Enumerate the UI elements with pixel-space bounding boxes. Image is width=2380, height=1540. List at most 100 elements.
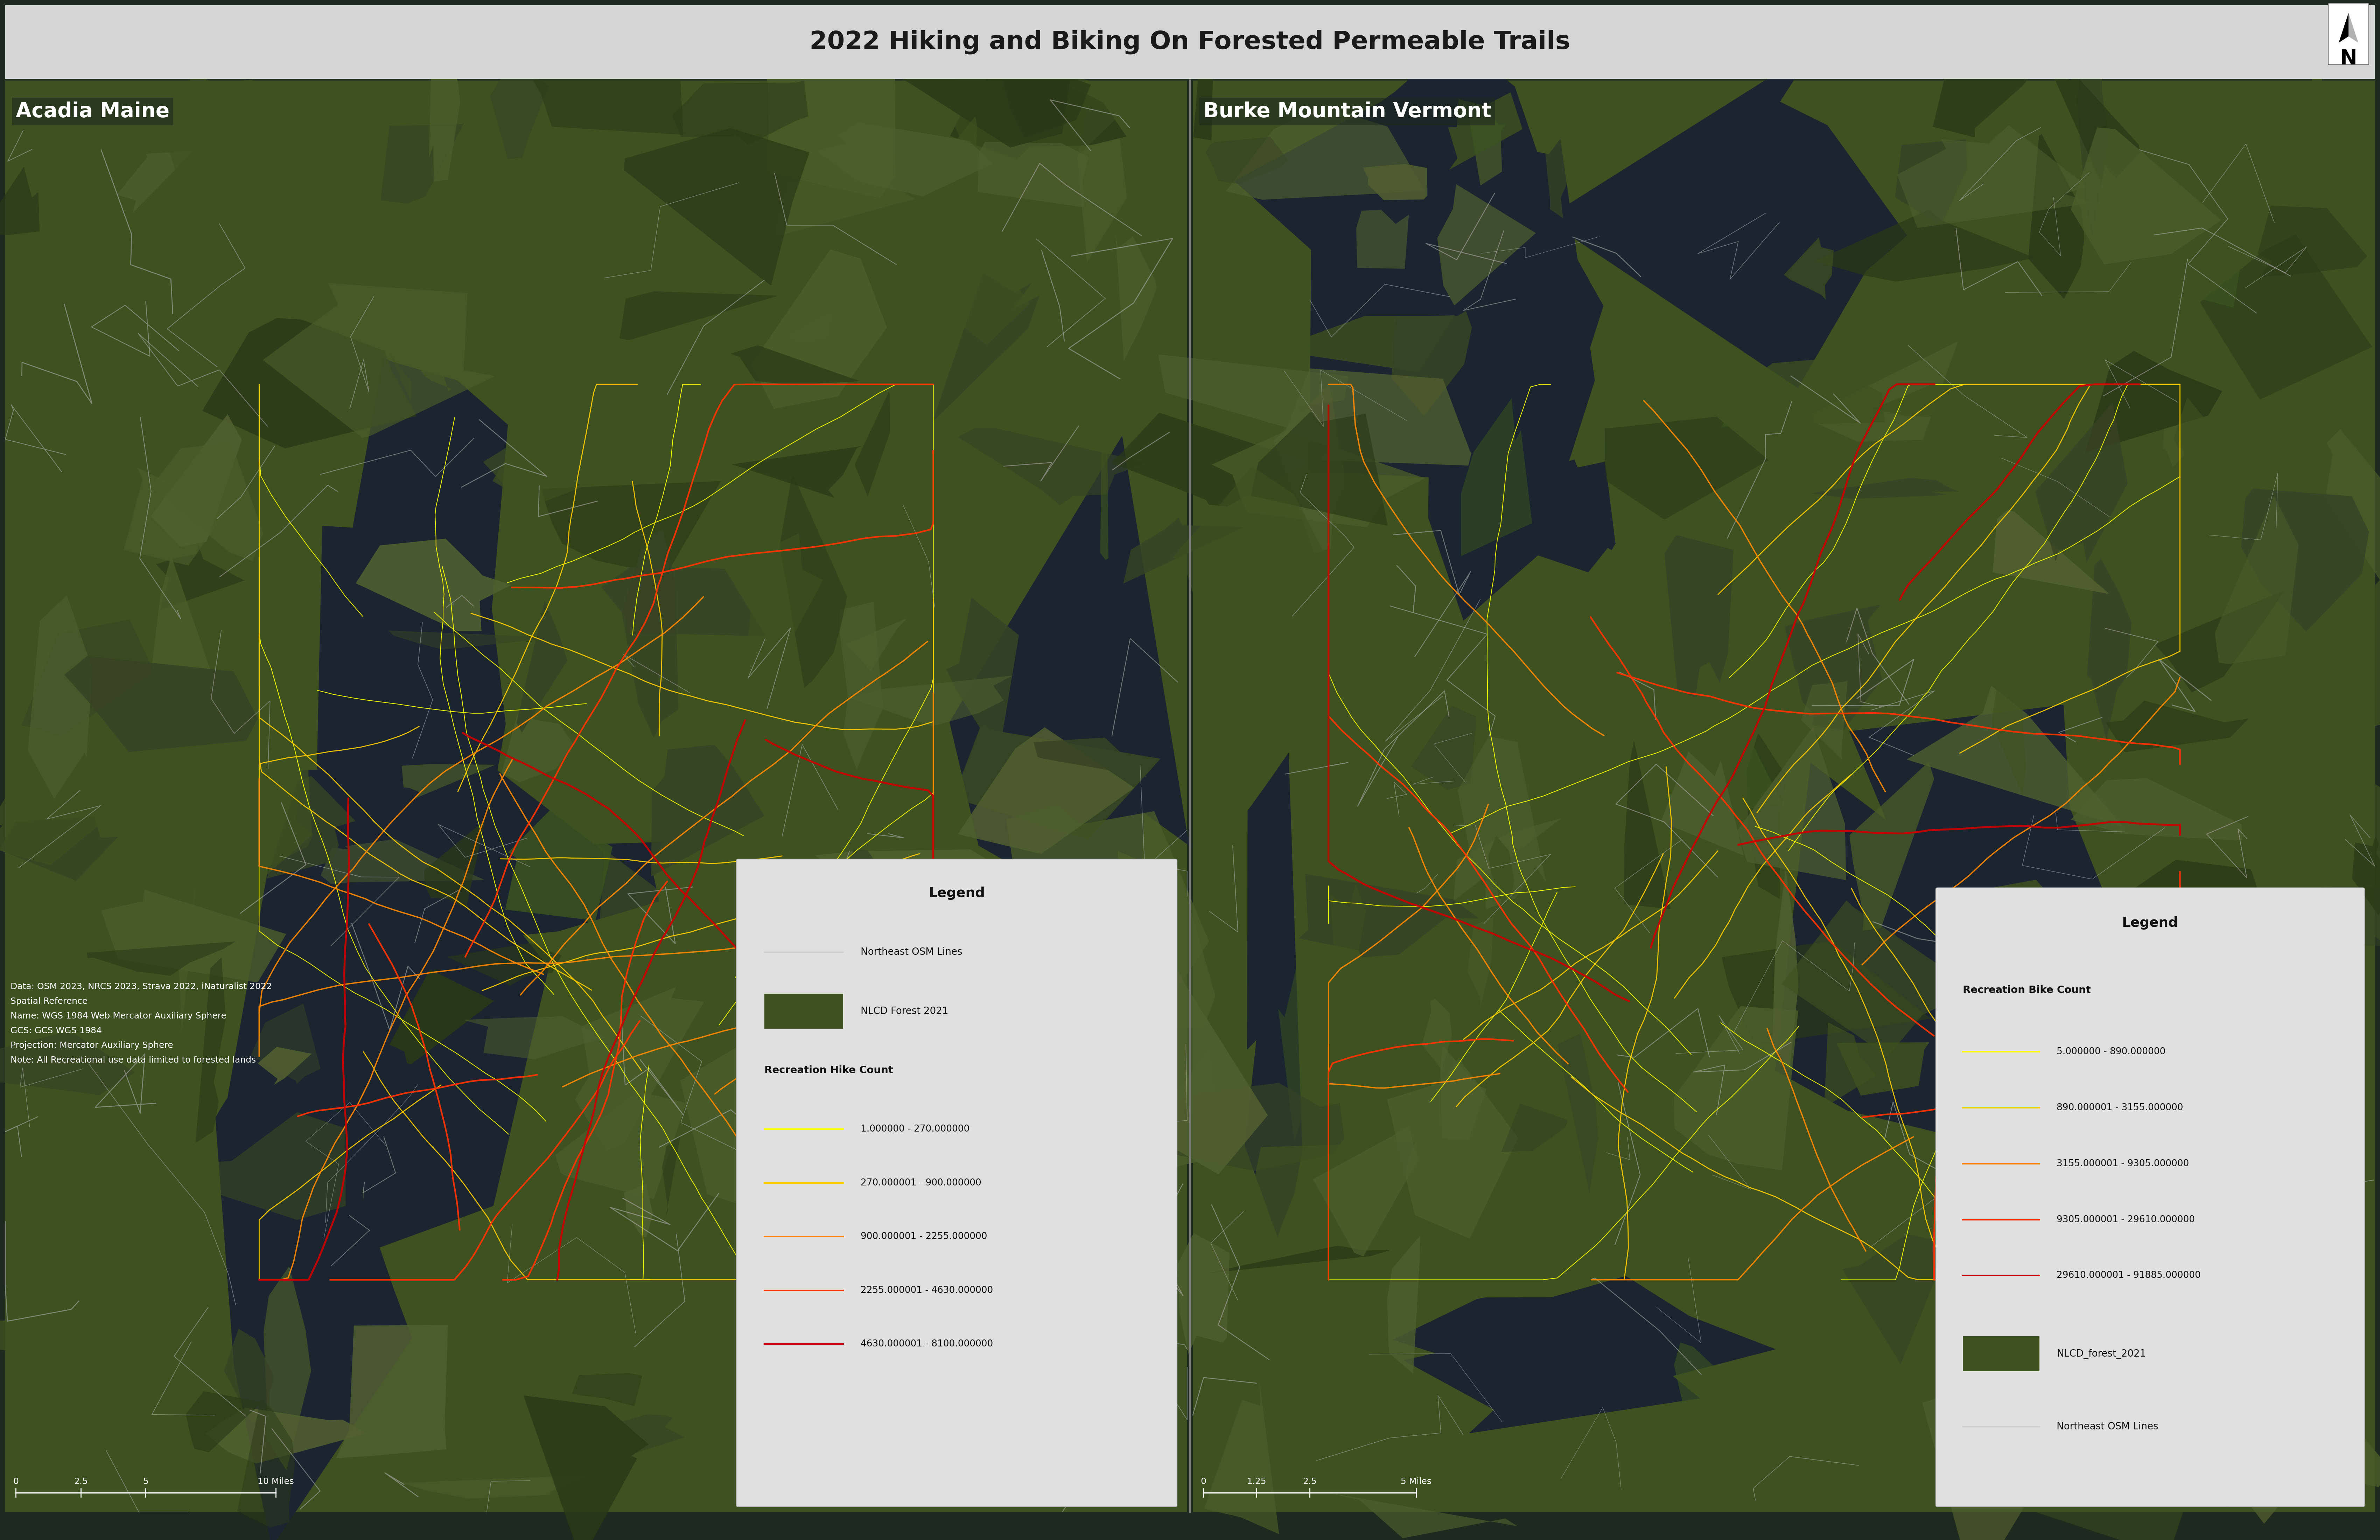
Text: Legend: Legend — [928, 887, 985, 899]
Polygon shape — [1488, 836, 1514, 927]
Polygon shape — [1747, 733, 1787, 899]
Polygon shape — [1897, 125, 2094, 228]
Polygon shape — [150, 414, 243, 547]
Polygon shape — [1078, 109, 1126, 262]
Polygon shape — [193, 1112, 345, 1220]
Polygon shape — [1502, 1104, 1568, 1152]
Polygon shape — [2116, 1080, 2290, 1278]
Polygon shape — [2071, 1371, 2194, 1445]
Text: NLCD Forest 2021: NLCD Forest 2021 — [862, 1006, 947, 1016]
Polygon shape — [1192, 12, 1214, 140]
Polygon shape — [1207, 137, 1288, 183]
Text: Recreation Hike Count: Recreation Hike Count — [764, 1066, 892, 1075]
Polygon shape — [2132, 120, 2244, 308]
Polygon shape — [950, 59, 1126, 160]
Text: Data: OSM 2023, NRCS 2023, Strava 2022, iNaturalist 2022: Data: OSM 2023, NRCS 2023, Strava 2022, … — [10, 983, 271, 990]
Text: Spatial Reference: Spatial Reference — [10, 996, 88, 1006]
Polygon shape — [940, 51, 1164, 205]
Polygon shape — [150, 556, 221, 736]
Polygon shape — [174, 105, 259, 146]
Polygon shape — [1775, 705, 2118, 1163]
Polygon shape — [2259, 206, 2368, 277]
Bar — [764, 993, 843, 1029]
Polygon shape — [935, 211, 1028, 345]
Polygon shape — [262, 283, 495, 437]
Polygon shape — [1468, 115, 1507, 185]
Polygon shape — [621, 530, 678, 738]
Polygon shape — [1278, 962, 1311, 1141]
Polygon shape — [2113, 962, 2297, 1004]
Polygon shape — [1121, 941, 1173, 1110]
Polygon shape — [2035, 402, 2128, 562]
Polygon shape — [945, 117, 978, 268]
Polygon shape — [909, 929, 973, 1053]
Bar — [1192, 80, 2375, 1512]
Polygon shape — [2071, 778, 2242, 841]
Polygon shape — [845, 1046, 1016, 1107]
Polygon shape — [1785, 605, 1883, 730]
Polygon shape — [2071, 128, 2221, 265]
Polygon shape — [595, 842, 728, 950]
Polygon shape — [1718, 359, 1885, 427]
Polygon shape — [1085, 1113, 1238, 1172]
Polygon shape — [814, 850, 988, 879]
Polygon shape — [1169, 1050, 1216, 1160]
Polygon shape — [186, 1391, 262, 1452]
Text: Recreation Bike Count: Recreation Bike Count — [1963, 986, 2092, 995]
Polygon shape — [624, 1184, 652, 1237]
Polygon shape — [2080, 936, 2249, 1035]
Polygon shape — [1178, 1234, 1230, 1354]
Polygon shape — [205, 1408, 367, 1463]
Polygon shape — [1078, 852, 1216, 1032]
Bar — [1963, 1337, 2040, 1371]
Polygon shape — [978, 142, 1090, 208]
Polygon shape — [1664, 534, 1733, 698]
Polygon shape — [1721, 941, 1930, 1044]
Text: Northeast OSM Lines: Northeast OSM Lines — [862, 947, 962, 956]
Polygon shape — [402, 1475, 585, 1498]
Text: 2255.000001 - 4630.000000: 2255.000001 - 4630.000000 — [862, 1286, 992, 1295]
Polygon shape — [731, 447, 862, 497]
Polygon shape — [1031, 1003, 1083, 1033]
Polygon shape — [2023, 1152, 2059, 1217]
Polygon shape — [1737, 727, 1847, 881]
Bar — [5, 5, 2375, 79]
Polygon shape — [2154, 590, 2285, 693]
Polygon shape — [1985, 1100, 2035, 1235]
Polygon shape — [502, 715, 574, 782]
Polygon shape — [257, 1047, 312, 1086]
Text: N: N — [2340, 49, 2356, 69]
Polygon shape — [505, 810, 612, 932]
Polygon shape — [957, 727, 1135, 855]
Polygon shape — [286, 752, 664, 972]
Text: 4630.000001 - 8100.000000: 4630.000001 - 8100.000000 — [862, 1340, 992, 1349]
Text: 2.5: 2.5 — [74, 1477, 88, 1486]
Text: NLCD_forest_2021: NLCD_forest_2021 — [2056, 1349, 2147, 1358]
Polygon shape — [1540, 97, 1568, 219]
Text: 0: 0 — [1200, 1477, 1207, 1486]
Polygon shape — [390, 970, 495, 1064]
Polygon shape — [671, 80, 809, 145]
Polygon shape — [250, 1004, 321, 1084]
Polygon shape — [1273, 385, 1347, 554]
Polygon shape — [1947, 902, 2092, 941]
Polygon shape — [1673, 1343, 1726, 1420]
Polygon shape — [624, 128, 809, 285]
Polygon shape — [1457, 736, 1547, 910]
Polygon shape — [2325, 430, 2380, 598]
Polygon shape — [1933, 25, 2033, 137]
Polygon shape — [2078, 49, 2109, 237]
Polygon shape — [1873, 383, 2049, 419]
Polygon shape — [1314, 1127, 1418, 1257]
Polygon shape — [1388, 1235, 1421, 1374]
Text: 2022 Hiking and Biking On Forested Permeable Trails: 2022 Hiking and Biking On Forested Perme… — [809, 29, 1571, 54]
Polygon shape — [493, 405, 616, 539]
Polygon shape — [1254, 1143, 1416, 1281]
Polygon shape — [2106, 701, 2249, 752]
Text: 5 Miles: 5 Miles — [1402, 1477, 1430, 1486]
Polygon shape — [716, 574, 766, 598]
Polygon shape — [64, 656, 257, 752]
Polygon shape — [547, 1223, 683, 1383]
Polygon shape — [1364, 163, 1428, 200]
Text: Note: All Recreational use data limited to forested lands: Note: All Recreational use data limited … — [10, 1056, 257, 1064]
